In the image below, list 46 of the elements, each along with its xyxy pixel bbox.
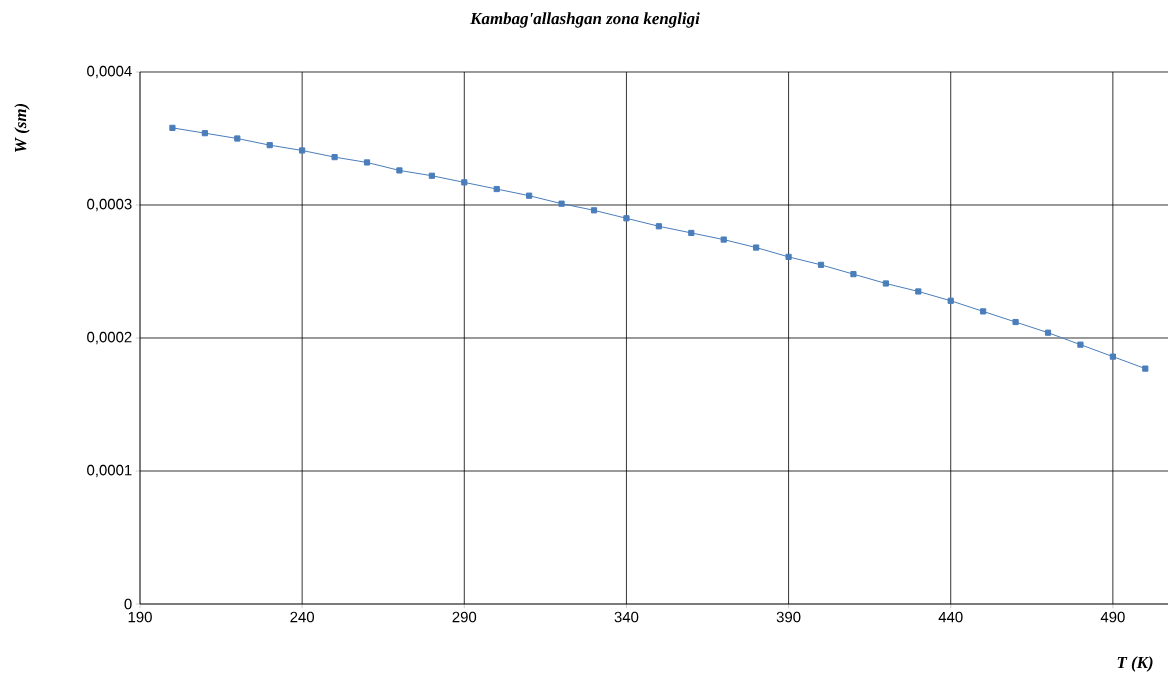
point [753, 244, 760, 251]
chart-title: Kambag'allashgan zona kengligi [470, 12, 700, 28]
y-axis-title: W (sm) [14, 103, 30, 152]
point [947, 297, 954, 304]
point [526, 192, 533, 199]
x-tick-label: 190 [128, 611, 152, 623]
point [720, 236, 727, 243]
point [169, 124, 176, 131]
point [1044, 329, 1052, 336]
x-tick-label: 340 [614, 611, 639, 623]
y-tick-label: 0,0003 [87, 198, 132, 212]
point [558, 200, 565, 207]
point [655, 223, 662, 230]
point [688, 229, 695, 237]
point [201, 130, 208, 137]
x-tick-label: 390 [776, 611, 801, 623]
point [785, 253, 792, 260]
point [266, 142, 273, 149]
point [980, 308, 987, 315]
x-tick-label: 290 [452, 611, 477, 623]
point [1109, 353, 1116, 360]
point [396, 167, 403, 174]
x-tick-label: 440 [938, 611, 963, 623]
y-tick-label: 0,0001 [87, 464, 132, 478]
point [428, 172, 435, 179]
point [299, 147, 306, 154]
point [850, 271, 857, 278]
x-tick-label: 240 [290, 611, 315, 623]
point [915, 288, 922, 295]
point [882, 280, 889, 287]
point [493, 185, 500, 193]
point [1012, 318, 1019, 326]
point [1142, 365, 1149, 372]
y-tick-label: 0,0004 [87, 65, 132, 79]
y-tick-label: 0 [124, 598, 132, 610]
point [363, 159, 371, 166]
point [1077, 341, 1084, 348]
point [623, 215, 630, 222]
point [590, 207, 598, 214]
point [331, 154, 338, 161]
x-tick-label: 490 [1100, 611, 1125, 623]
point [234, 135, 241, 142]
x-axis-title: T (K) [1117, 656, 1153, 672]
point [461, 179, 468, 186]
point [817, 261, 825, 268]
y-tick-label: 0,0002 [87, 331, 132, 345]
